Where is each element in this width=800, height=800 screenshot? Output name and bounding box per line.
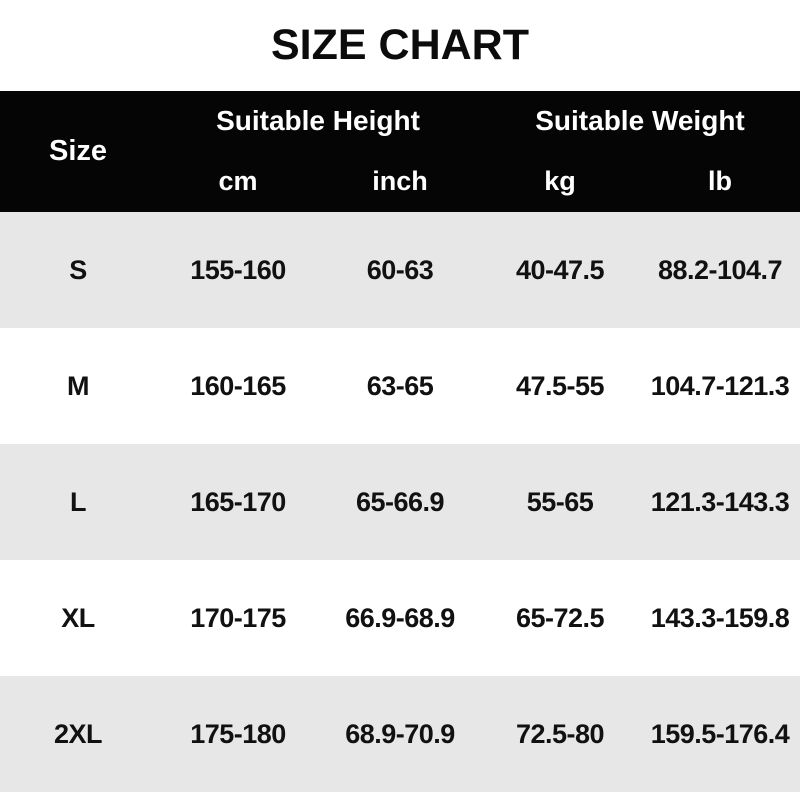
cell-weight-kg: 65-72.5: [515, 602, 605, 633]
cell-height-inch: 63-65: [366, 370, 434, 401]
unit-header-lb: lb: [708, 166, 732, 197]
cell-height-inch: 65-66.9: [355, 486, 445, 517]
column-header-size: Size: [48, 135, 108, 167]
cell-weight-kg: 72.5-80: [515, 718, 605, 749]
cell-height-cm: 170-175: [190, 602, 286, 633]
cell-height-cm: 160-165: [190, 370, 286, 401]
cell-height-cm: 155-160: [190, 254, 286, 285]
cell-height-inch: 68.9-70.9: [345, 718, 455, 749]
cell-weight-kg: 55-65: [526, 486, 594, 517]
cell-size: S: [69, 254, 87, 285]
table-row-xl: XL 170-175 66.9-68.9 65-72.5 143.3-159.8: [0, 560, 800, 676]
group-header-suitable-weight: Suitable Weight: [535, 105, 745, 137]
cell-height-inch: 60-63: [366, 254, 434, 285]
cell-size: L: [70, 486, 87, 517]
unit-header-inch: inch: [372, 166, 428, 197]
table-header: Size Suitable Height Suitable Weight cm …: [0, 91, 800, 212]
table-row-2xl: 2XL 175-180 68.9-70.9 72.5-80 159.5-176.…: [0, 676, 800, 792]
cell-weight-lb: 104.7-121.3: [650, 370, 790, 401]
cell-weight-kg: 40-47.5: [515, 254, 605, 285]
cell-weight-lb: 143.3-159.8: [650, 602, 790, 633]
title-bar: SIZE CHART: [0, 0, 800, 91]
cell-size: XL: [61, 602, 95, 633]
cell-weight-lb: 159.5-176.4: [650, 718, 790, 749]
cell-weight-kg: 47.5-55: [515, 370, 605, 401]
cell-size: 2XL: [53, 718, 103, 749]
unit-header-kg: kg: [544, 166, 576, 197]
cell-height-cm: 175-180: [190, 718, 286, 749]
cell-height-inch: 66.9-68.9: [345, 602, 455, 633]
page-title: SIZE CHART: [271, 21, 529, 69]
group-header-suitable-height: Suitable Height: [216, 105, 420, 137]
unit-header-cm: cm: [218, 166, 258, 197]
cell-height-cm: 165-170: [190, 486, 286, 517]
cell-weight-lb: 88.2-104.7: [657, 254, 783, 285]
table-row-l: L 165-170 65-66.9 55-65 121.3-143.3: [0, 444, 800, 560]
cell-size: M: [67, 370, 90, 401]
table-row-s: S 155-160 60-63 40-47.5 88.2-104.7: [0, 212, 800, 328]
table-row-m: M 160-165 63-65 47.5-55 104.7-121.3: [0, 328, 800, 444]
cell-weight-lb: 121.3-143.3: [650, 486, 790, 517]
